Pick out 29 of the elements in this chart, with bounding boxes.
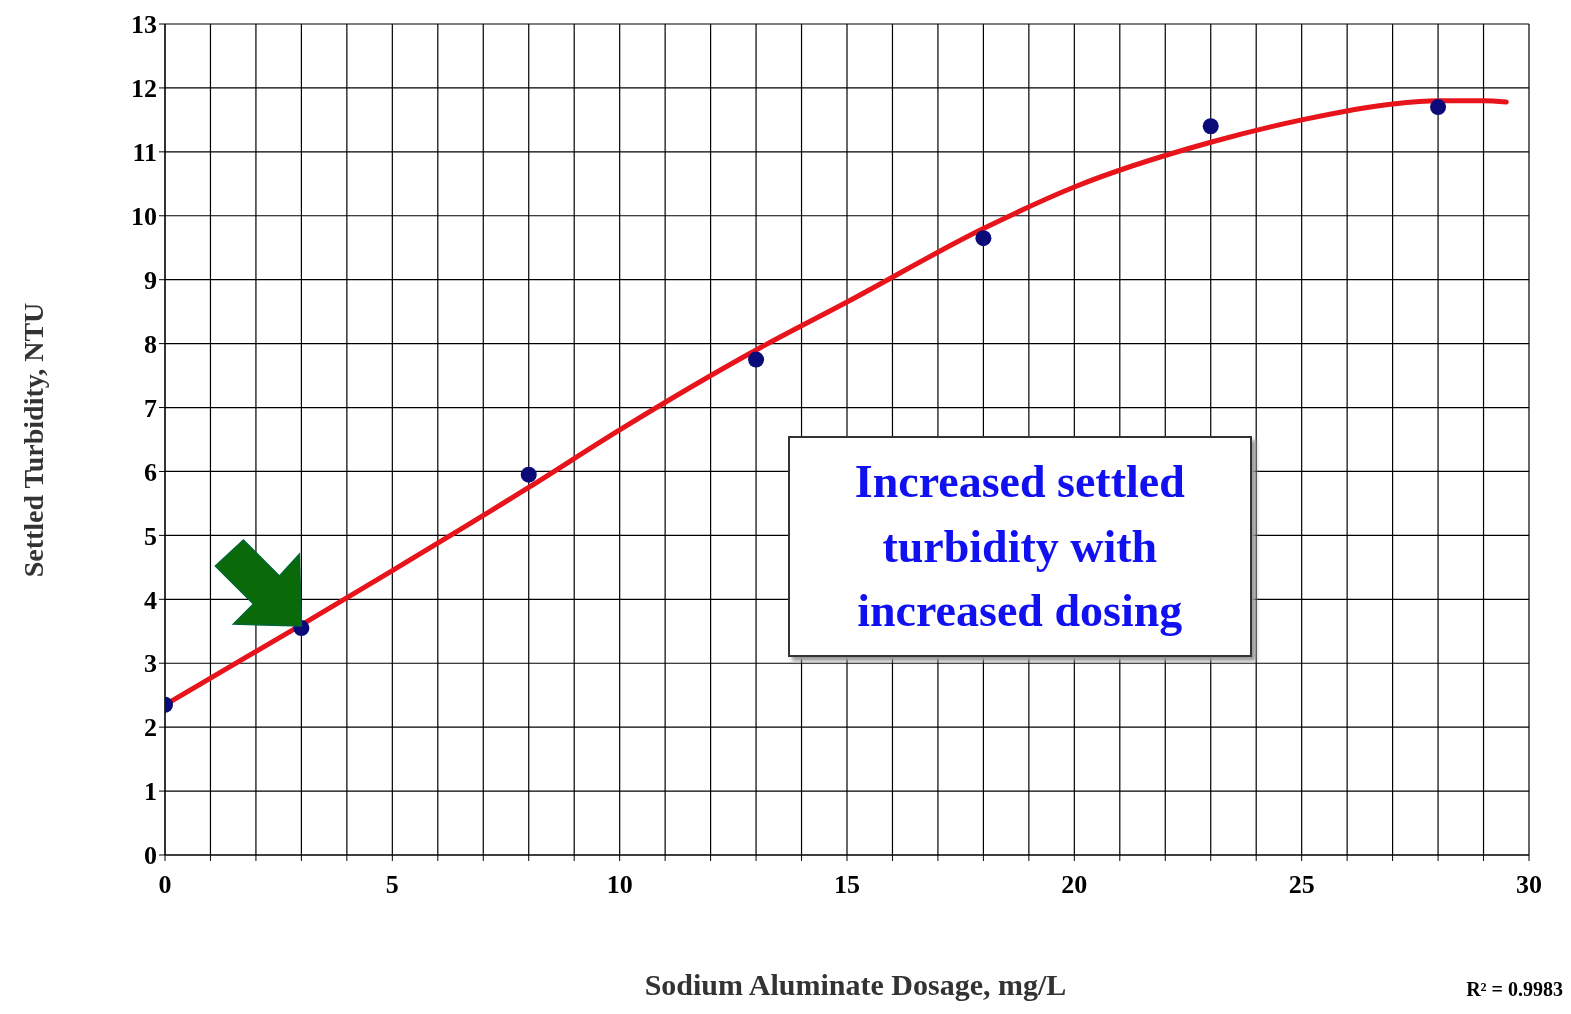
y-axis-title: Settled Turbidity, NTU xyxy=(18,302,50,577)
y-tick-label: 2 xyxy=(144,713,157,743)
y-tick-label: 1 xyxy=(144,777,157,807)
x-tick-label: 10 xyxy=(606,870,633,900)
annotation: Increased settled turbidity with increased dosing xyxy=(787,436,1252,658)
y-tick-label: 6 xyxy=(144,457,157,487)
y-tick-label: 7 xyxy=(144,393,157,423)
x-tick-label: 30 xyxy=(1516,870,1542,900)
x-axis-title: Sodium Aluminate Dosage, mg/L xyxy=(644,968,1067,1001)
x-tick-label: 15 xyxy=(834,870,860,900)
y-tick-label: 3 xyxy=(144,649,157,679)
point xyxy=(520,466,537,483)
y-tick-label: 8 xyxy=(144,329,157,359)
x-tick-label: 5 xyxy=(385,870,399,900)
y-tick-label: 13 xyxy=(131,10,157,40)
y-tick-label: 11 xyxy=(132,138,157,168)
y-tick-label: 4 xyxy=(144,585,157,615)
point xyxy=(1430,99,1447,116)
x-tick-label: 25 xyxy=(1288,870,1315,900)
point xyxy=(1202,118,1219,135)
y-tick-label: 12 xyxy=(131,74,157,104)
x-tick-label: 20 xyxy=(1061,870,1088,900)
y-tick-label: 9 xyxy=(144,265,157,295)
y-tick-label: 10 xyxy=(131,202,157,231)
y-tick-label: 5 xyxy=(144,521,157,551)
point xyxy=(975,230,992,247)
y-tick-label: 0 xyxy=(144,841,157,871)
text: R² = 0.9983 xyxy=(1466,978,1563,1001)
point xyxy=(748,351,765,368)
